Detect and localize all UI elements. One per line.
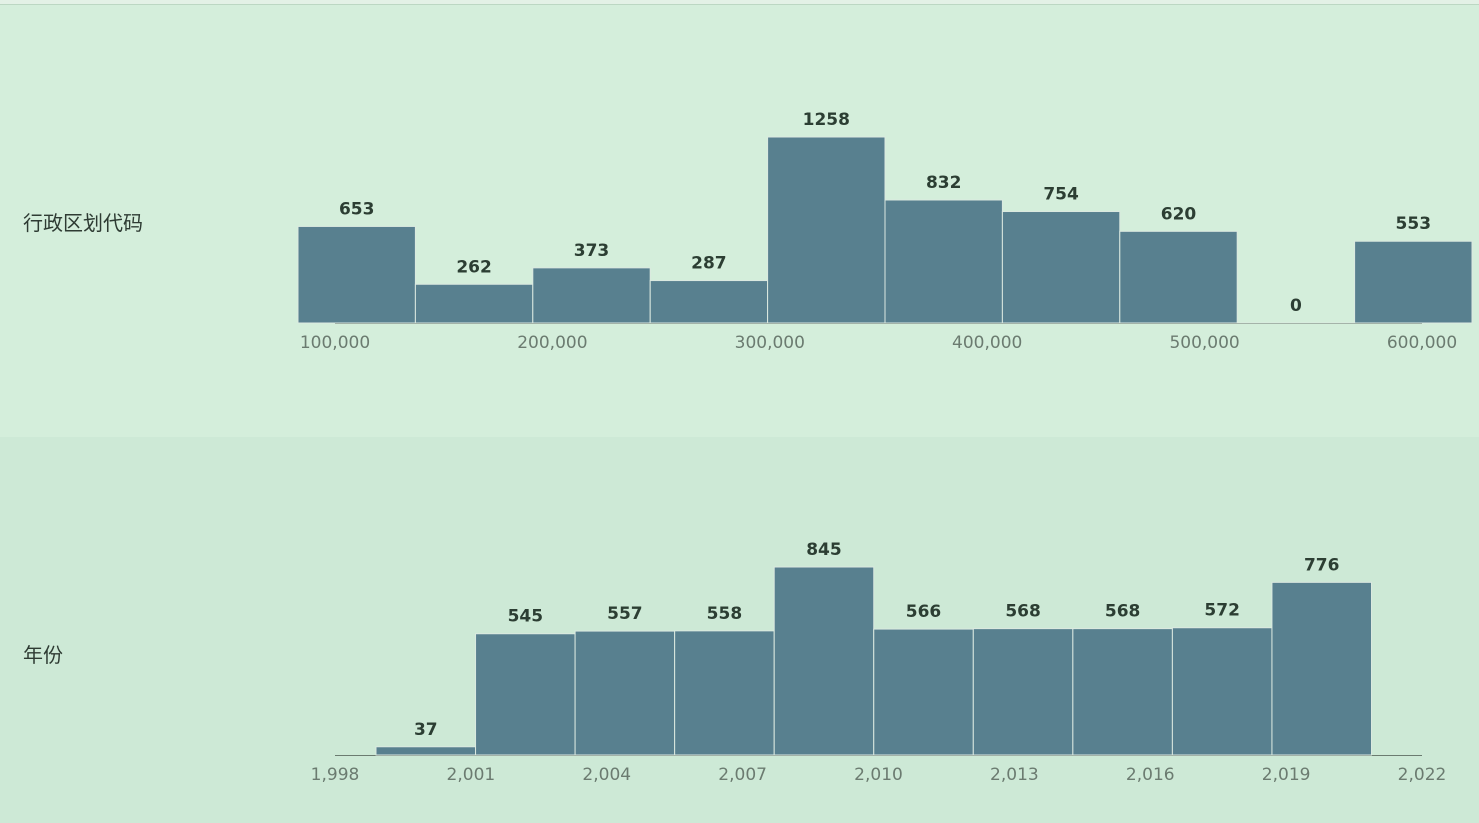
year-x-tick-label-8: 2,022 xyxy=(1398,765,1447,785)
year-bar-5[interactable] xyxy=(873,628,974,756)
code-bar-9[interactable] xyxy=(1354,240,1473,324)
row-label-year: 年份 xyxy=(23,643,63,667)
year-bar-9[interactable] xyxy=(1271,581,1372,756)
year-bar-3[interactable] xyxy=(674,630,775,756)
year-x-tick-label-3: 2,007 xyxy=(718,765,767,785)
year-bar-value-label-1: 545 xyxy=(508,607,544,627)
year-bar-6[interactable] xyxy=(972,628,1074,756)
year-bar-0[interactable] xyxy=(375,746,477,756)
histogram-row-code: 行政区划代码 653 262 373 287 1258 832 754 620 0 553 100,… xyxy=(0,5,1479,437)
year-bar-value-label-9: 776 xyxy=(1304,555,1340,575)
code-bar-0[interactable] xyxy=(297,225,416,324)
top-border xyxy=(0,0,1479,5)
code-x-tick-label-4: 500,000 xyxy=(1169,333,1239,353)
histogram-code-chart: 653 262 373 287 1258 832 754 620 0 553 100,000 200,… xyxy=(297,110,1473,353)
code-bar-value-label-6: 754 xyxy=(1043,185,1079,205)
year-bar-value-label-7: 568 xyxy=(1105,602,1141,622)
histogram-row-year: 年份 37 545 557 558 845 566 568 568 572 776 1,998 2,0… xyxy=(0,437,1479,823)
year-bar-value-label-5: 566 xyxy=(906,602,942,622)
code-x-tick-label-0: 100,000 xyxy=(300,333,370,353)
code-x-tick-label-1: 200,000 xyxy=(517,333,587,353)
row-label-code: 行政区划代码 xyxy=(23,211,143,235)
year-bar-value-label-0: 37 xyxy=(414,720,438,740)
year-bar-2[interactable] xyxy=(574,630,676,756)
year-x-tick-label-0: 1,998 xyxy=(311,765,360,785)
year-x-tick-label-5: 2,013 xyxy=(990,765,1039,785)
year-bar-value-label-3: 558 xyxy=(707,604,743,624)
year-bar-8[interactable] xyxy=(1171,627,1273,756)
code-bar-1[interactable] xyxy=(414,283,534,324)
histogram-year-chart: 37 545 557 558 845 566 568 568 572 776 1,998 2,001 2… xyxy=(311,540,1447,785)
year-x-tick-label-7: 2,019 xyxy=(1262,765,1311,785)
year-bar-1[interactable] xyxy=(475,633,576,756)
code-x-tick-label-2: 300,000 xyxy=(735,333,805,353)
code-bar-3[interactable] xyxy=(649,280,769,324)
code-bar-value-label-5: 832 xyxy=(926,173,962,193)
year-bar-value-label-8: 572 xyxy=(1204,601,1240,621)
code-bar-value-label-0: 653 xyxy=(339,199,375,219)
year-bar-value-label-2: 557 xyxy=(607,604,643,624)
year-x-tick-label-1: 2,001 xyxy=(447,765,496,785)
code-bar-value-label-9: 553 xyxy=(1396,214,1432,234)
code-bar-2[interactable] xyxy=(532,267,651,324)
code-bar-5[interactable] xyxy=(884,199,1003,324)
year-x-tick-label-2: 2,004 xyxy=(582,765,631,785)
code-bar-value-label-8: 0 xyxy=(1290,296,1302,316)
code-bar-value-label-1: 262 xyxy=(456,257,492,277)
year-bar-value-label-4: 845 xyxy=(806,540,842,560)
code-bar-7[interactable] xyxy=(1119,230,1238,324)
code-x-tick-label-5: 600,000 xyxy=(1387,333,1457,353)
code-bar-6[interactable] xyxy=(1001,211,1121,324)
year-x-tick-label-4: 2,010 xyxy=(854,765,903,785)
code-bar-value-label-4: 1258 xyxy=(803,110,850,130)
code-bar-value-label-7: 620 xyxy=(1161,204,1197,224)
code-x-tick-label-3: 400,000 xyxy=(952,333,1022,353)
year-bar-value-label-6: 568 xyxy=(1005,602,1041,622)
year-x-tick-label-6: 2,016 xyxy=(1126,765,1175,785)
code-bar-value-label-2: 373 xyxy=(574,241,610,261)
code-bar-value-label-3: 287 xyxy=(691,254,727,274)
code-bar-4[interactable] xyxy=(767,136,886,324)
year-bar-4[interactable] xyxy=(773,566,875,756)
year-bar-7[interactable] xyxy=(1072,628,1173,756)
